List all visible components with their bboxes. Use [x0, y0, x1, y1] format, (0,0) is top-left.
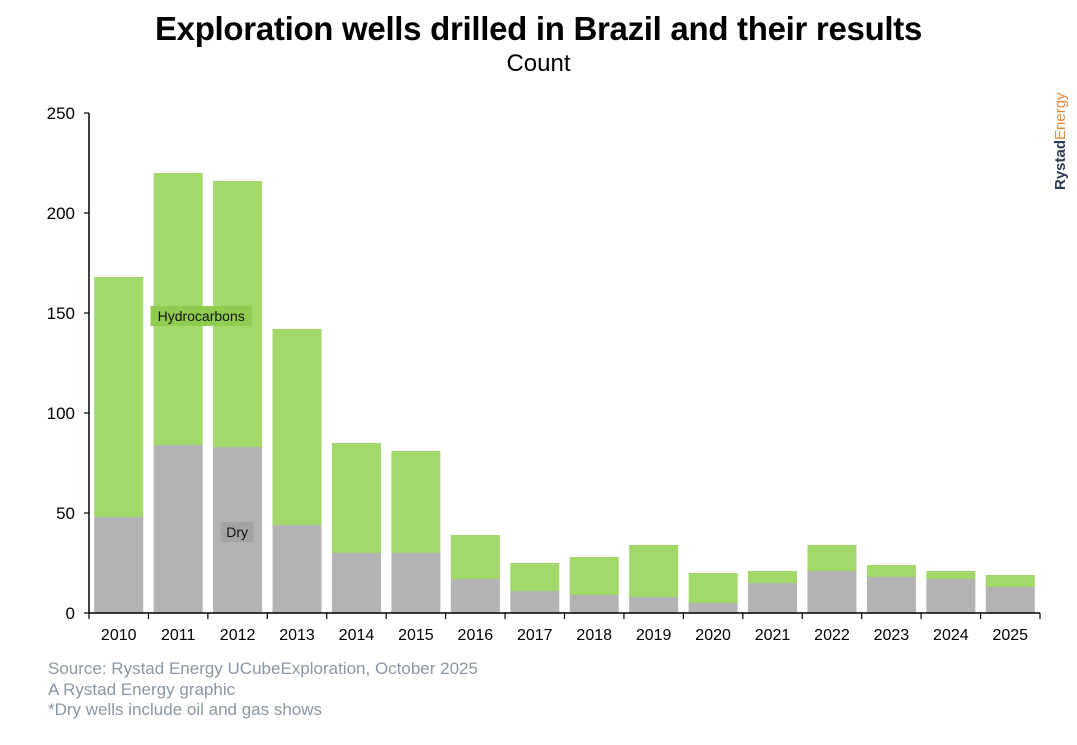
bar-hydrocarbons-2017: [510, 563, 560, 591]
y-tick-label-50: 50: [56, 504, 75, 523]
x-tick-label-2011: 2011: [161, 627, 196, 644]
bar-dry-2014: [331, 553, 381, 613]
x-tick-label-2019: 2019: [636, 627, 672, 644]
x-tick-label-2014: 2014: [339, 627, 375, 644]
annotation-label-dry: Dry: [226, 524, 248, 540]
bar-dry-2010: [94, 517, 144, 613]
annotation-label-hydrocarbons: Hydrocarbons: [158, 308, 245, 324]
x-tick-label-2012: 2012: [220, 627, 256, 644]
x-tick-label-2023: 2023: [874, 627, 910, 644]
x-tick-label-2010: 2010: [101, 627, 137, 644]
chart-footer: Source: Rystad Energy UCubeExploration, …: [48, 659, 478, 721]
chart-title: Exploration wells drilled in Brazil and …: [154, 10, 923, 47]
bar-hydrocarbons-2019: [629, 545, 679, 597]
bar-hydrocarbons-2023: [866, 565, 916, 577]
x-tick-label-2020: 2020: [695, 627, 731, 644]
source-note: Source: Rystad Energy UCubeExploration, …: [48, 659, 478, 678]
bar-dry-2023: [866, 577, 916, 613]
bar-dry-2021: [748, 583, 798, 613]
bar-dry-2015: [391, 553, 441, 613]
y-tick-label-200: 200: [47, 204, 75, 223]
chart-subtitle: Count: [506, 50, 571, 77]
bar-hydrocarbons-2010: [94, 277, 144, 517]
bar-hydrocarbons-2016: [450, 535, 500, 579]
bar-dry-2017: [510, 591, 560, 613]
bar-dry-2016: [450, 579, 500, 613]
x-tick-label-2015: 2015: [398, 627, 434, 644]
bar-dry-2022: [807, 571, 857, 613]
y-tick-label-100: 100: [47, 404, 75, 423]
bar-hydrocarbons-2018: [569, 557, 619, 595]
bar-hydrocarbons-2025: [985, 575, 1035, 587]
x-tick-label-2025: 2025: [992, 627, 1028, 644]
y-tick-label-150: 150: [47, 304, 75, 323]
bar-dry-2020: [688, 603, 738, 613]
bar-hydrocarbons-2014: [331, 443, 381, 553]
bar-dry-2013: [272, 525, 322, 613]
bar-hydrocarbons-2013: [272, 329, 322, 525]
credit-note: A Rystad Energy graphic: [48, 679, 236, 699]
bar-hydrocarbons-2022: [807, 545, 857, 571]
y-tick-label-0: 0: [66, 604, 75, 623]
annotation-bg-dry: [220, 522, 254, 542]
x-tick-label-2022: 2022: [814, 627, 850, 644]
brand-name-part2: Energy: [1052, 92, 1069, 140]
bar-dry-2024: [926, 579, 976, 613]
x-tick-label-2024: 2024: [933, 627, 969, 644]
bar-dry-2011: [153, 445, 203, 613]
y-tick-label-250: 250: [47, 104, 75, 123]
bar-hydrocarbons-2024: [926, 571, 976, 579]
x-tick-label-2013: 2013: [279, 627, 315, 644]
bar-dry-2018: [569, 595, 619, 613]
bar-hydrocarbons-2020: [688, 573, 738, 603]
bar-hydrocarbons-2015: [391, 451, 441, 553]
x-tick-label-2017: 2017: [517, 627, 553, 644]
bar-hydrocarbons-2021: [748, 571, 798, 583]
annotation-bg-hydrocarbons: [150, 306, 252, 326]
brand-name-part1: Rystad: [1052, 139, 1069, 190]
x-tick-label-2016: 2016: [458, 627, 494, 644]
bar-dry-2025: [985, 587, 1035, 613]
bar-dry-2019: [629, 597, 679, 613]
footnote: *Dry wells include oil and gas shows: [48, 700, 323, 719]
x-tick-label-2021: 2021: [755, 627, 791, 644]
x-tick-label-2018: 2018: [576, 627, 612, 644]
brand-logo: RystadEnergy: [1052, 92, 1069, 190]
